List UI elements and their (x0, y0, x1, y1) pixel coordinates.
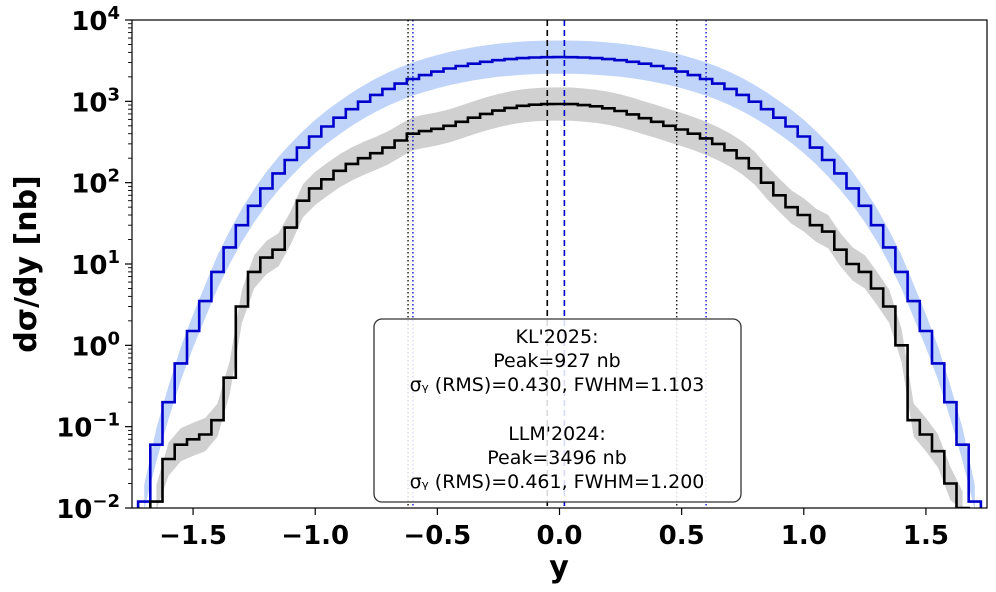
x-axis-title: y (549, 550, 569, 585)
x-axis-ticks: −1.5 −1.0 −0.5 0.0 0.5 1.0 1.5 (159, 508, 949, 551)
x-tick-label-6: 1.5 (903, 521, 949, 551)
legend-line-7: σᵧ (RMS)=0.461, FWHM=1.200 (410, 471, 705, 493)
reference-lines (407, 20, 707, 508)
legend-line-3: σᵧ (RMS)=0.430, FWHM=1.103 (410, 374, 705, 396)
legend-box (373, 318, 742, 503)
y-tick-label-6: 104 (71, 3, 120, 37)
legend-line-6: Peak=3496 nb (487, 447, 627, 469)
legend-line-5: LLM'2024: (508, 423, 606, 445)
y-axis-title: dσ/dy [nb] (9, 175, 44, 353)
y-tick-label-0: 10−2 (56, 491, 120, 525)
y-tick-label-3: 101 (71, 247, 120, 281)
llm-2024-curve (136, 55, 983, 508)
x-tick-label-2: −0.5 (403, 521, 471, 551)
y-tick-label-1: 10−1 (56, 410, 120, 444)
legend: KL'2025: Peak=927 nb σᵧ (RMS)=0.430, FWH… (373, 318, 742, 503)
y-axis-ticks: 10−2 10−1 100 101 102 103 104 (56, 3, 132, 525)
y-tick-label-5: 103 (71, 84, 120, 118)
kl-2025-curve (149, 102, 970, 508)
x-tick-label-1: −1.0 (281, 521, 349, 551)
x-tick-label-4: 0.5 (659, 521, 705, 551)
y-tick-label-4: 102 (71, 166, 120, 200)
x-tick-label-0: −1.5 (159, 521, 227, 551)
x-tick-label-5: 1.0 (781, 521, 827, 551)
legend-line-1: KL'2025: (515, 326, 598, 348)
data-curves (136, 55, 983, 508)
x-tick-label-3: 0.0 (536, 521, 582, 551)
legend-line-2: Peak=927 nb (493, 350, 620, 372)
y-tick-label-2: 100 (71, 328, 120, 362)
